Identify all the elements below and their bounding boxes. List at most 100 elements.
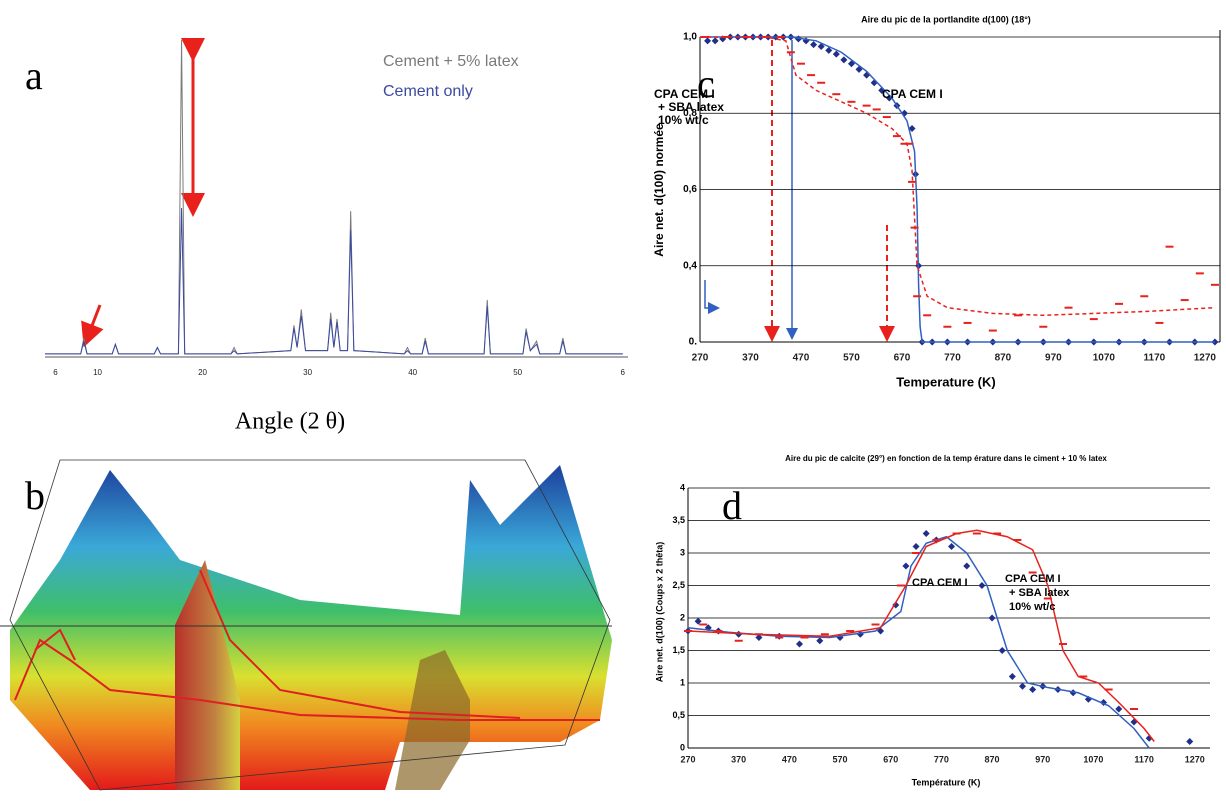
chart-title: Aire du pic de la portlandite d(100) (18… — [861, 14, 1031, 24]
y-tick-label: 3,5 — [672, 515, 685, 525]
x-tick-label: 770 — [934, 754, 949, 764]
data-point — [795, 640, 803, 648]
annotation: 10% wt/c — [658, 113, 709, 127]
panel-label: b — [25, 473, 45, 518]
x-tick-label: 870 — [985, 754, 1000, 764]
data-point — [825, 46, 833, 54]
data-point — [810, 41, 818, 49]
data-point — [998, 647, 1006, 654]
data-point — [922, 530, 930, 537]
annotation: + SBA latex — [658, 100, 724, 114]
x-tick-label: 30 — [303, 368, 312, 377]
annotation: CPA CEM I — [912, 577, 968, 589]
data-point — [1029, 686, 1037, 693]
series-line — [687, 529, 1155, 742]
data-point — [1186, 738, 1194, 745]
series-line — [700, 36, 1215, 343]
y-tick-label: 1,5 — [672, 645, 685, 655]
chart-title: Aire du pic de calcite (29°) en fonction… — [785, 454, 1107, 463]
x-tick-label: 6 — [53, 368, 58, 377]
x-tick-label: 770 — [944, 353, 961, 364]
x-tick-label: 270 — [692, 353, 709, 364]
x-tick-label: 370 — [742, 353, 759, 364]
y-tick-label: 0 — [680, 742, 685, 752]
y-tick-label: 2,5 — [672, 580, 685, 590]
x-tick-label: 1170 — [1144, 353, 1166, 364]
panel-label: c — [697, 61, 715, 106]
x-tick-label: 670 — [883, 754, 898, 764]
data-point — [755, 634, 763, 641]
data-point — [963, 562, 971, 570]
x-tick-label: 970 — [1045, 353, 1062, 364]
data-point — [1211, 338, 1219, 346]
data-point — [832, 50, 840, 58]
x-tick-label: 270 — [680, 754, 695, 764]
x-tick-label: 470 — [793, 353, 810, 364]
data-point — [948, 543, 956, 550]
data-point — [988, 614, 996, 622]
data-point — [840, 56, 848, 64]
y-tick-label: 0. — [689, 337, 698, 348]
x-axis-label: Temperature (K) — [896, 374, 995, 389]
y-axis-label: Aire net. d(100) normée — [652, 123, 666, 257]
x-tick-label: 40 — [408, 368, 417, 377]
x-tick-label: 370 — [731, 754, 746, 764]
annotation: + SBA latex — [1009, 587, 1070, 599]
x-tick-label: 6 — [621, 368, 626, 377]
data-point — [978, 582, 986, 589]
data-point — [817, 43, 825, 51]
y-tick-label: 0,5 — [672, 710, 685, 720]
y-axis-label: Aire net. d(100) (Coups x 2 thêta) — [654, 542, 664, 683]
y-tick-label: 3 — [680, 547, 685, 557]
annotation: CPA CEM I — [1005, 573, 1061, 585]
y-tick-label: 0,4 — [683, 260, 697, 271]
panel-label: d — [722, 483, 742, 528]
data-point — [816, 637, 824, 645]
data-point — [912, 543, 920, 550]
x-tick-label: 50 — [513, 368, 522, 377]
surface-plot — [0, 459, 612, 791]
panel-label: a — [25, 53, 43, 98]
series-line — [700, 36, 1215, 317]
annotation: CPA CEM I — [654, 87, 715, 101]
data-point — [902, 562, 910, 570]
data-point — [694, 617, 702, 625]
y-tick-label: 1,0 — [683, 32, 697, 43]
y-tick-label: 0,8 — [683, 108, 697, 119]
series-line — [687, 535, 1150, 749]
data-point — [1115, 705, 1123, 713]
y-tick-label: 0,6 — [683, 184, 697, 195]
arrows — [81, 38, 895, 348]
legend-entry: Cement only — [383, 83, 473, 100]
x-tick-label: 1270 — [1185, 754, 1205, 764]
data-point — [863, 71, 871, 79]
y-tick-label: 4 — [680, 482, 685, 492]
legend-entry: Cement + 5% latex — [383, 53, 519, 70]
x-tick-label: 10 — [93, 368, 102, 377]
x-tick-label: 970 — [1035, 754, 1050, 764]
data-point — [1018, 682, 1026, 690]
x-tick-label: 1070 — [1083, 754, 1103, 764]
annotation: CPA CEM I — [882, 87, 943, 101]
x-tick-label: 470 — [782, 754, 797, 764]
x-tick-label: 1270 — [1194, 353, 1217, 364]
x-axis-label: Angle (2 θ) — [235, 409, 345, 435]
x-tick-label: 570 — [843, 353, 860, 364]
series-line — [45, 207, 623, 355]
x-tick-label: 870 — [995, 353, 1012, 364]
annotation: 10% wt/c — [1009, 601, 1055, 613]
data-point — [1008, 673, 1016, 680]
x-tick-label: 1070 — [1093, 353, 1116, 364]
x-axis-label: Température (K) — [912, 777, 981, 787]
series-line — [45, 39, 623, 355]
data-point — [704, 37, 712, 45]
x-tick-label: 1170 — [1134, 754, 1154, 764]
x-tick-label: 670 — [894, 353, 911, 364]
data-point — [908, 125, 916, 132]
y-tick-label: 2 — [680, 612, 685, 622]
data-point — [711, 37, 719, 45]
x-tick-label: 570 — [833, 754, 848, 764]
x-tick-label: 20 — [198, 368, 207, 377]
